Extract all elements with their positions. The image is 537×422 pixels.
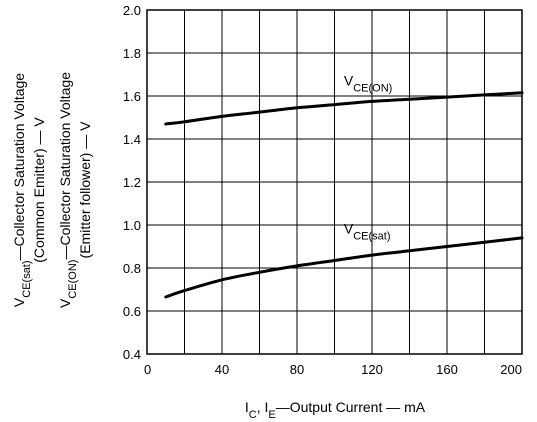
x-tick-labels: 0 40 80 120 160 200 [144, 362, 522, 377]
y-tick-label: 1.6 [123, 89, 141, 104]
x-tick-label: 80 [290, 362, 304, 377]
y-axis-title-line: (Common Emitter) — V [31, 117, 47, 263]
y-tick-label: 1.8 [123, 46, 141, 61]
y-axis-title-line: (Emitter follower) — V [77, 121, 93, 259]
curve-labels: VCE(ON) VCE(sat) [344, 72, 392, 242]
vce-sat-label: VCE(sat) [344, 221, 391, 243]
vce-on-label: VCE(ON) [344, 72, 392, 94]
y-tick-label: 1.4 [123, 132, 141, 147]
curves [164, 91, 524, 299]
x-tick-label: 160 [436, 362, 458, 377]
y-tick-label: 1.2 [123, 175, 141, 190]
y-tick-label: 0.6 [123, 304, 141, 319]
grid [147, 10, 522, 354]
vce-on-curve [164, 91, 524, 126]
x-tick-label: 0 [144, 362, 151, 377]
y-tick-label: 0.4 [123, 347, 141, 362]
y-axis-title: VCE(sat)—Collector Saturation Voltage (Co… [11, 72, 93, 308]
y-tick-label: 1.0 [123, 218, 141, 233]
vce-sat-curve [164, 236, 524, 299]
y-tick-labels: 0.4 0.6 0.8 1.0 1.2 1.4 1.6 1.8 2.0 [123, 3, 141, 362]
y-axis-title-line: VCE(sat)—Collector Saturation Voltage [11, 73, 33, 307]
x-tick-label: 40 [215, 362, 229, 377]
y-axis-title-line: VCE(ON)—Collector Saturation Voltage [57, 72, 79, 308]
y-tick-label: 0.8 [123, 261, 141, 276]
x-tick-label: 120 [361, 362, 383, 377]
plot-frame [146, 9, 523, 355]
x-axis-title: IC, IE—Output Current — mA [245, 399, 426, 421]
y-tick-label: 2.0 [123, 3, 141, 18]
x-tick-label: 200 [500, 362, 522, 377]
